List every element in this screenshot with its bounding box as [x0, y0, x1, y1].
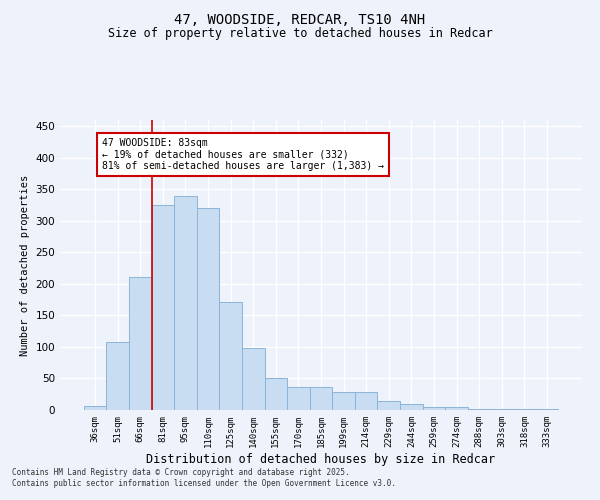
- Bar: [400, 404, 422, 410]
- Bar: [265, 378, 287, 410]
- Bar: [220, 302, 242, 410]
- Bar: [445, 407, 468, 410]
- Bar: [332, 392, 355, 410]
- Bar: [355, 392, 377, 410]
- Text: 47, WOODSIDE, REDCAR, TS10 4NH: 47, WOODSIDE, REDCAR, TS10 4NH: [175, 12, 425, 26]
- Text: 47 WOODSIDE: 83sqm
← 19% of detached houses are smaller (332)
81% of semi-detach: 47 WOODSIDE: 83sqm ← 19% of detached hou…: [102, 138, 384, 171]
- Bar: [174, 196, 197, 410]
- Bar: [84, 406, 106, 410]
- Bar: [287, 388, 310, 410]
- Text: Contains HM Land Registry data © Crown copyright and database right 2025.
Contai: Contains HM Land Registry data © Crown c…: [12, 468, 396, 487]
- Bar: [468, 408, 490, 410]
- Bar: [106, 342, 129, 410]
- Bar: [197, 208, 220, 410]
- Bar: [242, 348, 265, 410]
- Text: Size of property relative to detached houses in Redcar: Size of property relative to detached ho…: [107, 28, 493, 40]
- Bar: [152, 205, 174, 410]
- Bar: [377, 400, 400, 410]
- X-axis label: Distribution of detached houses by size in Redcar: Distribution of detached houses by size …: [146, 452, 496, 466]
- Bar: [129, 277, 152, 410]
- Y-axis label: Number of detached properties: Number of detached properties: [20, 174, 30, 356]
- Bar: [310, 388, 332, 410]
- Bar: [422, 407, 445, 410]
